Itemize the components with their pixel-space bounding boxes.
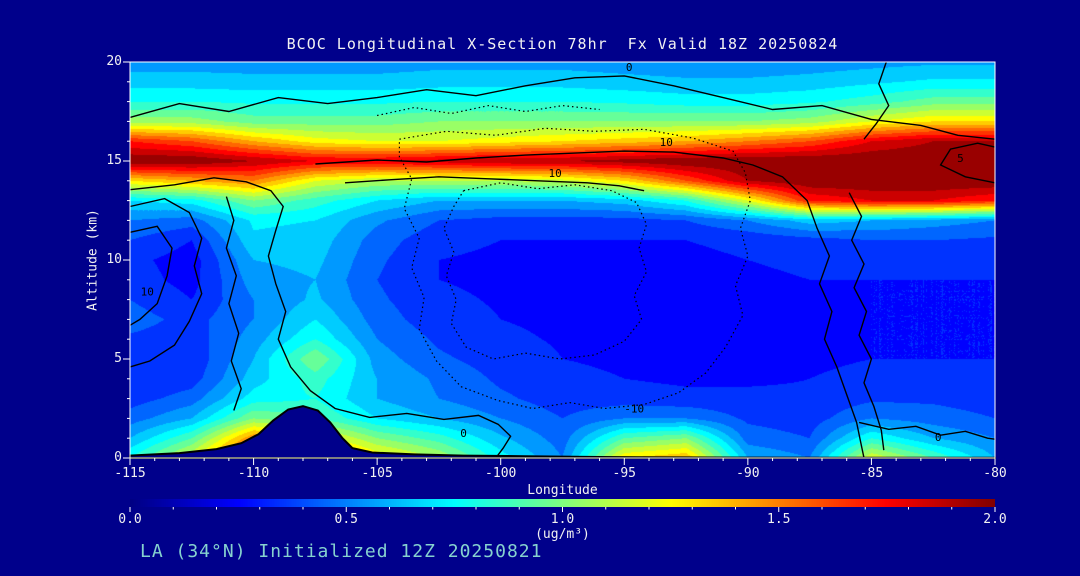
y-tick-label: 0 [114, 450, 122, 465]
colorbar-tick-label: 0.0 [118, 512, 142, 527]
y-tick-label: 15 [106, 153, 122, 168]
colorbar-tick-label: 2.0 [983, 512, 1007, 527]
chart-title: BCOC Longitudinal X-Section 78hr Fx Vali… [286, 35, 839, 53]
colorbar-tick-label: 0.5 [334, 512, 358, 527]
colorbar-tick-label: 1.0 [550, 512, 575, 527]
x-tick-label: -105 [361, 466, 393, 481]
x-tick-label: -110 [237, 466, 270, 481]
init-annotation: LA (34°N) Initialized 12Z 20250821 [140, 541, 543, 562]
x-tick-label: -115 [114, 466, 146, 481]
x-tick-label: -90 [736, 466, 760, 481]
x-tick-label: -100 [485, 466, 517, 481]
x-tick-label: -80 [983, 466, 1007, 481]
x-axis-title: Longitude [527, 483, 598, 498]
x-tick-label: -95 [612, 466, 637, 481]
y-tick-label: 20 [106, 54, 122, 69]
colorbar-tick-label: 1.5 [767, 512, 791, 527]
x-tick-label: -85 [859, 466, 884, 481]
y-tick-label: 10 [106, 252, 122, 267]
contour-fill-canvas [130, 62, 995, 458]
colorbar-units-label: (ug/m³) [535, 527, 590, 542]
colorbar-gradient [130, 499, 995, 507]
y-tick-label: 5 [114, 351, 122, 366]
